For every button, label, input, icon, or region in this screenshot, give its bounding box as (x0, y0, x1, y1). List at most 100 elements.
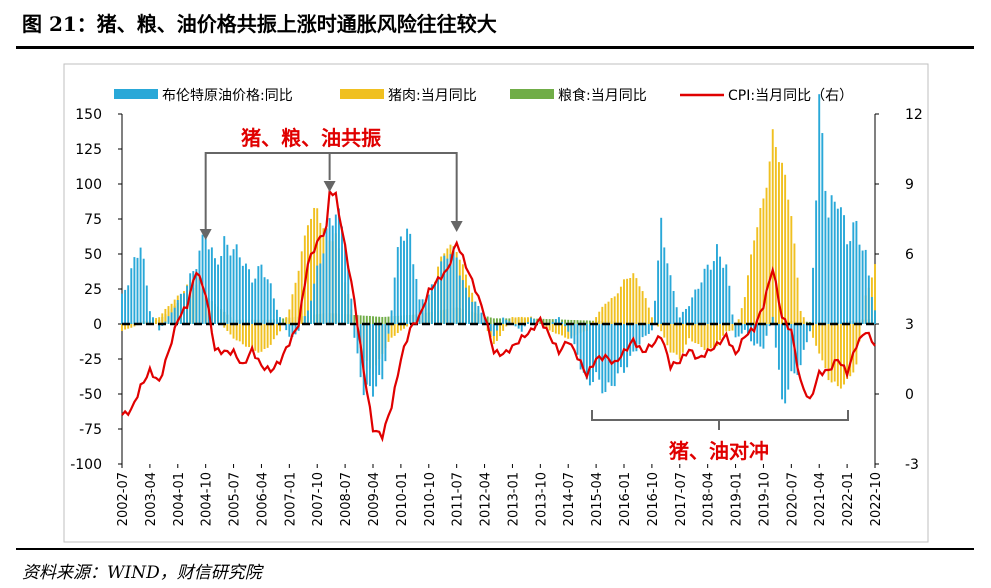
pork-bar (263, 324, 266, 349)
oil-bar (846, 244, 849, 324)
oil-bar (133, 257, 136, 324)
oil-bar (520, 324, 523, 332)
grain-bar (368, 315, 371, 324)
pork-bar (607, 301, 610, 324)
oil-bar (365, 324, 368, 385)
left-tick-label: 150 (75, 107, 102, 123)
pork-bar (495, 324, 498, 341)
oil-bar (220, 256, 223, 324)
oil-bar (564, 324, 567, 327)
oil-bar (703, 268, 706, 324)
oil-bar (121, 293, 123, 324)
oil-bar (514, 324, 517, 327)
chart-frame (63, 63, 929, 543)
right-tick-label: 3 (905, 317, 914, 333)
pork-bar (526, 317, 529, 324)
oil-bar (148, 311, 151, 324)
oil-bar (852, 222, 855, 324)
grain-bar (548, 319, 551, 324)
pork-bar (765, 187, 768, 324)
oil-bar (223, 236, 226, 324)
pork-bar (127, 324, 130, 329)
pork-bar (716, 324, 718, 347)
source-note: 资料来源：WIND，财信研究院 (22, 563, 262, 583)
oil-bar (629, 324, 632, 356)
pork-bar (632, 273, 635, 324)
oil-bar (446, 258, 449, 324)
oil-bar (127, 285, 130, 324)
pork-bar (700, 324, 703, 348)
hedge-bracket (591, 410, 849, 421)
pork-bar (124, 324, 127, 330)
oil-bar (678, 317, 681, 324)
pork-bar (551, 324, 554, 333)
oil-bar (316, 265, 319, 324)
oil-bar (421, 299, 424, 324)
pork-bar (774, 147, 777, 324)
oil-bar (750, 324, 753, 342)
oil-bar (526, 322, 529, 324)
pork-bar (768, 161, 771, 324)
oil-bar (808, 324, 811, 332)
resonance-arrow (450, 221, 463, 232)
oil-bar (644, 324, 647, 336)
oil-bar (557, 317, 560, 324)
legend-label: 猪肉:当月同比 (388, 88, 477, 104)
pork-bar (610, 298, 613, 324)
oil-bar (384, 324, 387, 362)
oil-bar (737, 324, 740, 337)
pork-bar (756, 227, 759, 324)
left-tick-label: 125 (75, 142, 102, 158)
legend-label: 粮食:当月同比 (558, 87, 647, 104)
pork-bar (235, 324, 238, 341)
pork-bar (223, 324, 226, 328)
x-tick-label: 2019-01 (730, 472, 745, 526)
x-tick-label: 2014-07 (562, 472, 577, 526)
oil-bar (709, 269, 712, 324)
pork-bar (130, 324, 133, 328)
pork-bar (821, 324, 824, 361)
pork-bar (257, 324, 260, 353)
oil-bar (712, 261, 715, 324)
oil-bar (660, 217, 663, 324)
oil-bar (812, 267, 814, 324)
pork-bar (644, 298, 647, 324)
oil-bar (743, 324, 746, 330)
pork-bar (121, 324, 123, 331)
oil-bar (827, 217, 830, 324)
oil-bar (746, 324, 749, 335)
pork-bar (641, 291, 644, 324)
oil-bar (254, 278, 257, 324)
oil-bar (331, 225, 334, 324)
pork-bar (520, 316, 523, 324)
oil-bar (214, 258, 216, 324)
pork-bar (874, 264, 876, 324)
oil-bar (257, 266, 260, 324)
oil-bar (824, 190, 827, 324)
oil-bar (694, 289, 697, 324)
right-tick-label: 0 (905, 387, 914, 403)
pork-bar (650, 317, 653, 324)
oil-bar (663, 247, 666, 324)
pork-bar (396, 324, 399, 334)
grain-bar (582, 320, 585, 324)
oil-bar (415, 278, 418, 324)
grain-bar (588, 320, 591, 324)
pork-bar (393, 324, 396, 336)
pork-bar (619, 286, 622, 324)
oil-bar (192, 271, 195, 324)
oil-bar (638, 324, 641, 345)
left-tick-label: 0 (93, 317, 102, 333)
x-tick-label: 2003-04 (144, 472, 159, 526)
oil-bar (217, 264, 220, 324)
oil-bar (771, 316, 774, 324)
x-tick-label: 2004-10 (200, 472, 215, 526)
oil-bar (465, 287, 467, 324)
pork-bar (815, 324, 818, 346)
oil-bar (173, 307, 176, 324)
oil-bar (347, 265, 350, 324)
pork-bar (790, 216, 793, 324)
pork-bar (291, 294, 294, 324)
pork-bar (818, 324, 821, 354)
pork-bar (511, 317, 514, 324)
